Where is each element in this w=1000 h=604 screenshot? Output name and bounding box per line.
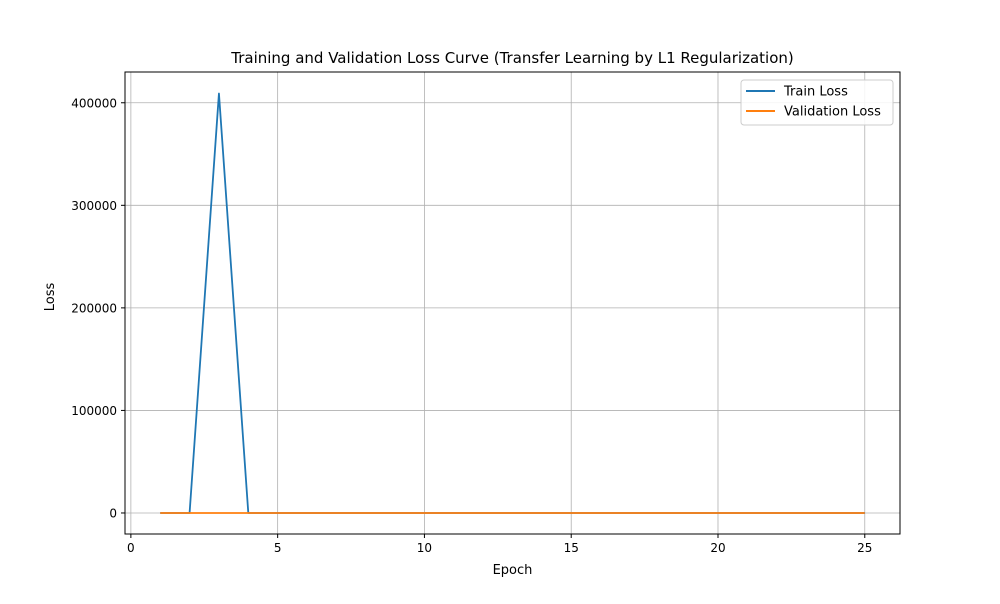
legend-label-validation-loss: Validation Loss (784, 105, 881, 120)
x-tick-label: 20 (710, 541, 725, 555)
x-tick-label: 15 (564, 541, 579, 555)
plot-frame (124, 71, 901, 535)
series-lines (160, 92, 865, 514)
ticks: 0 5 10 15 20 25 0 100000 200000 300000 400000 (71, 96, 872, 555)
y-tick-label: 0 (109, 506, 117, 520)
x-tick-label: 5 (274, 541, 282, 555)
x-axis-label: Epoch (493, 563, 533, 578)
x-tick-label: 0 (127, 541, 135, 555)
y-tick-label: 300000 (71, 199, 117, 213)
y-tick-label: 100000 (71, 404, 117, 418)
legend-box (740, 79, 894, 126)
y-tick-label: 200000 (71, 301, 117, 315)
legend-label-train-loss: Train Loss (783, 85, 848, 100)
y-tick-label: 400000 (71, 96, 117, 110)
chart-title: Training and Validation Loss Curve (Tran… (230, 49, 793, 67)
y-axis-label: Loss (43, 283, 58, 312)
x-tick-label: 10 (417, 541, 432, 555)
legend: Train Loss Validation Loss (740, 79, 894, 126)
x-tick-label: 25 (857, 541, 872, 555)
